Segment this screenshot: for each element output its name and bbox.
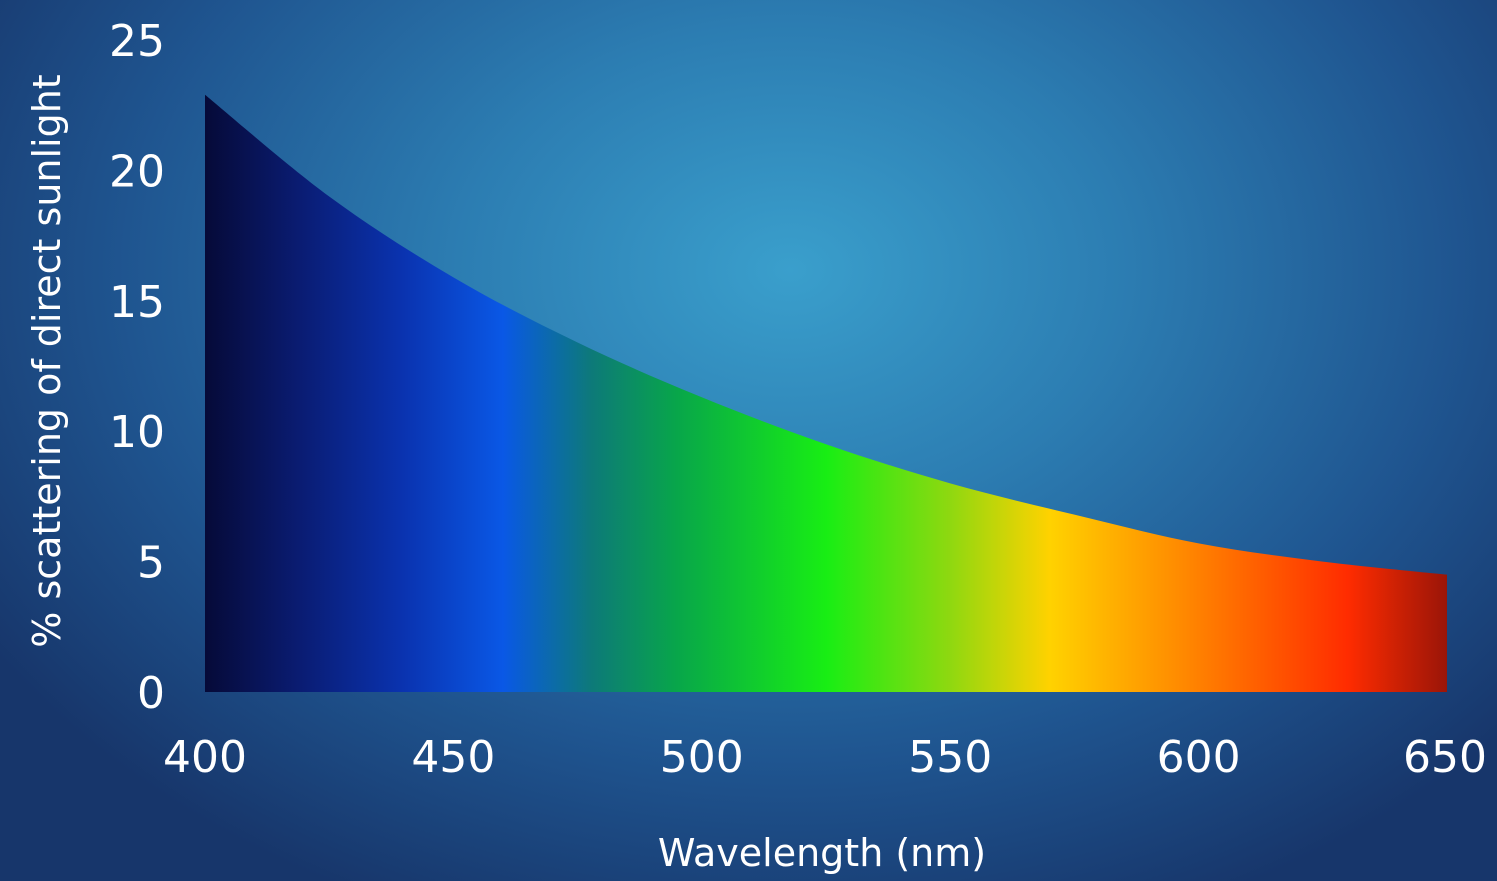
x-tick-label: 450 bbox=[411, 732, 495, 783]
scattering-area bbox=[205, 94, 1447, 692]
x-axis-ticks: 400 450 500 550 600 650 bbox=[163, 732, 1487, 783]
y-tick-label: 0 bbox=[137, 668, 165, 719]
x-tick-label: 600 bbox=[1157, 732, 1241, 783]
y-tick-label: 10 bbox=[109, 407, 165, 458]
y-axis-ticks: 0 5 10 15 20 25 bbox=[109, 16, 165, 719]
x-tick-label: 550 bbox=[908, 732, 992, 783]
x-tick-label: 650 bbox=[1403, 732, 1487, 783]
y-tick-label: 15 bbox=[109, 277, 165, 328]
y-tick-label: 25 bbox=[109, 16, 165, 67]
y-axis-title: % scattering of direct sunlight bbox=[25, 74, 69, 647]
x-axis-title: Wavelength (nm) bbox=[658, 831, 986, 875]
y-tick-label: 5 bbox=[137, 538, 165, 589]
y-tick-label: 20 bbox=[109, 146, 165, 197]
x-tick-label: 500 bbox=[660, 732, 744, 783]
x-tick-label: 400 bbox=[163, 732, 247, 783]
